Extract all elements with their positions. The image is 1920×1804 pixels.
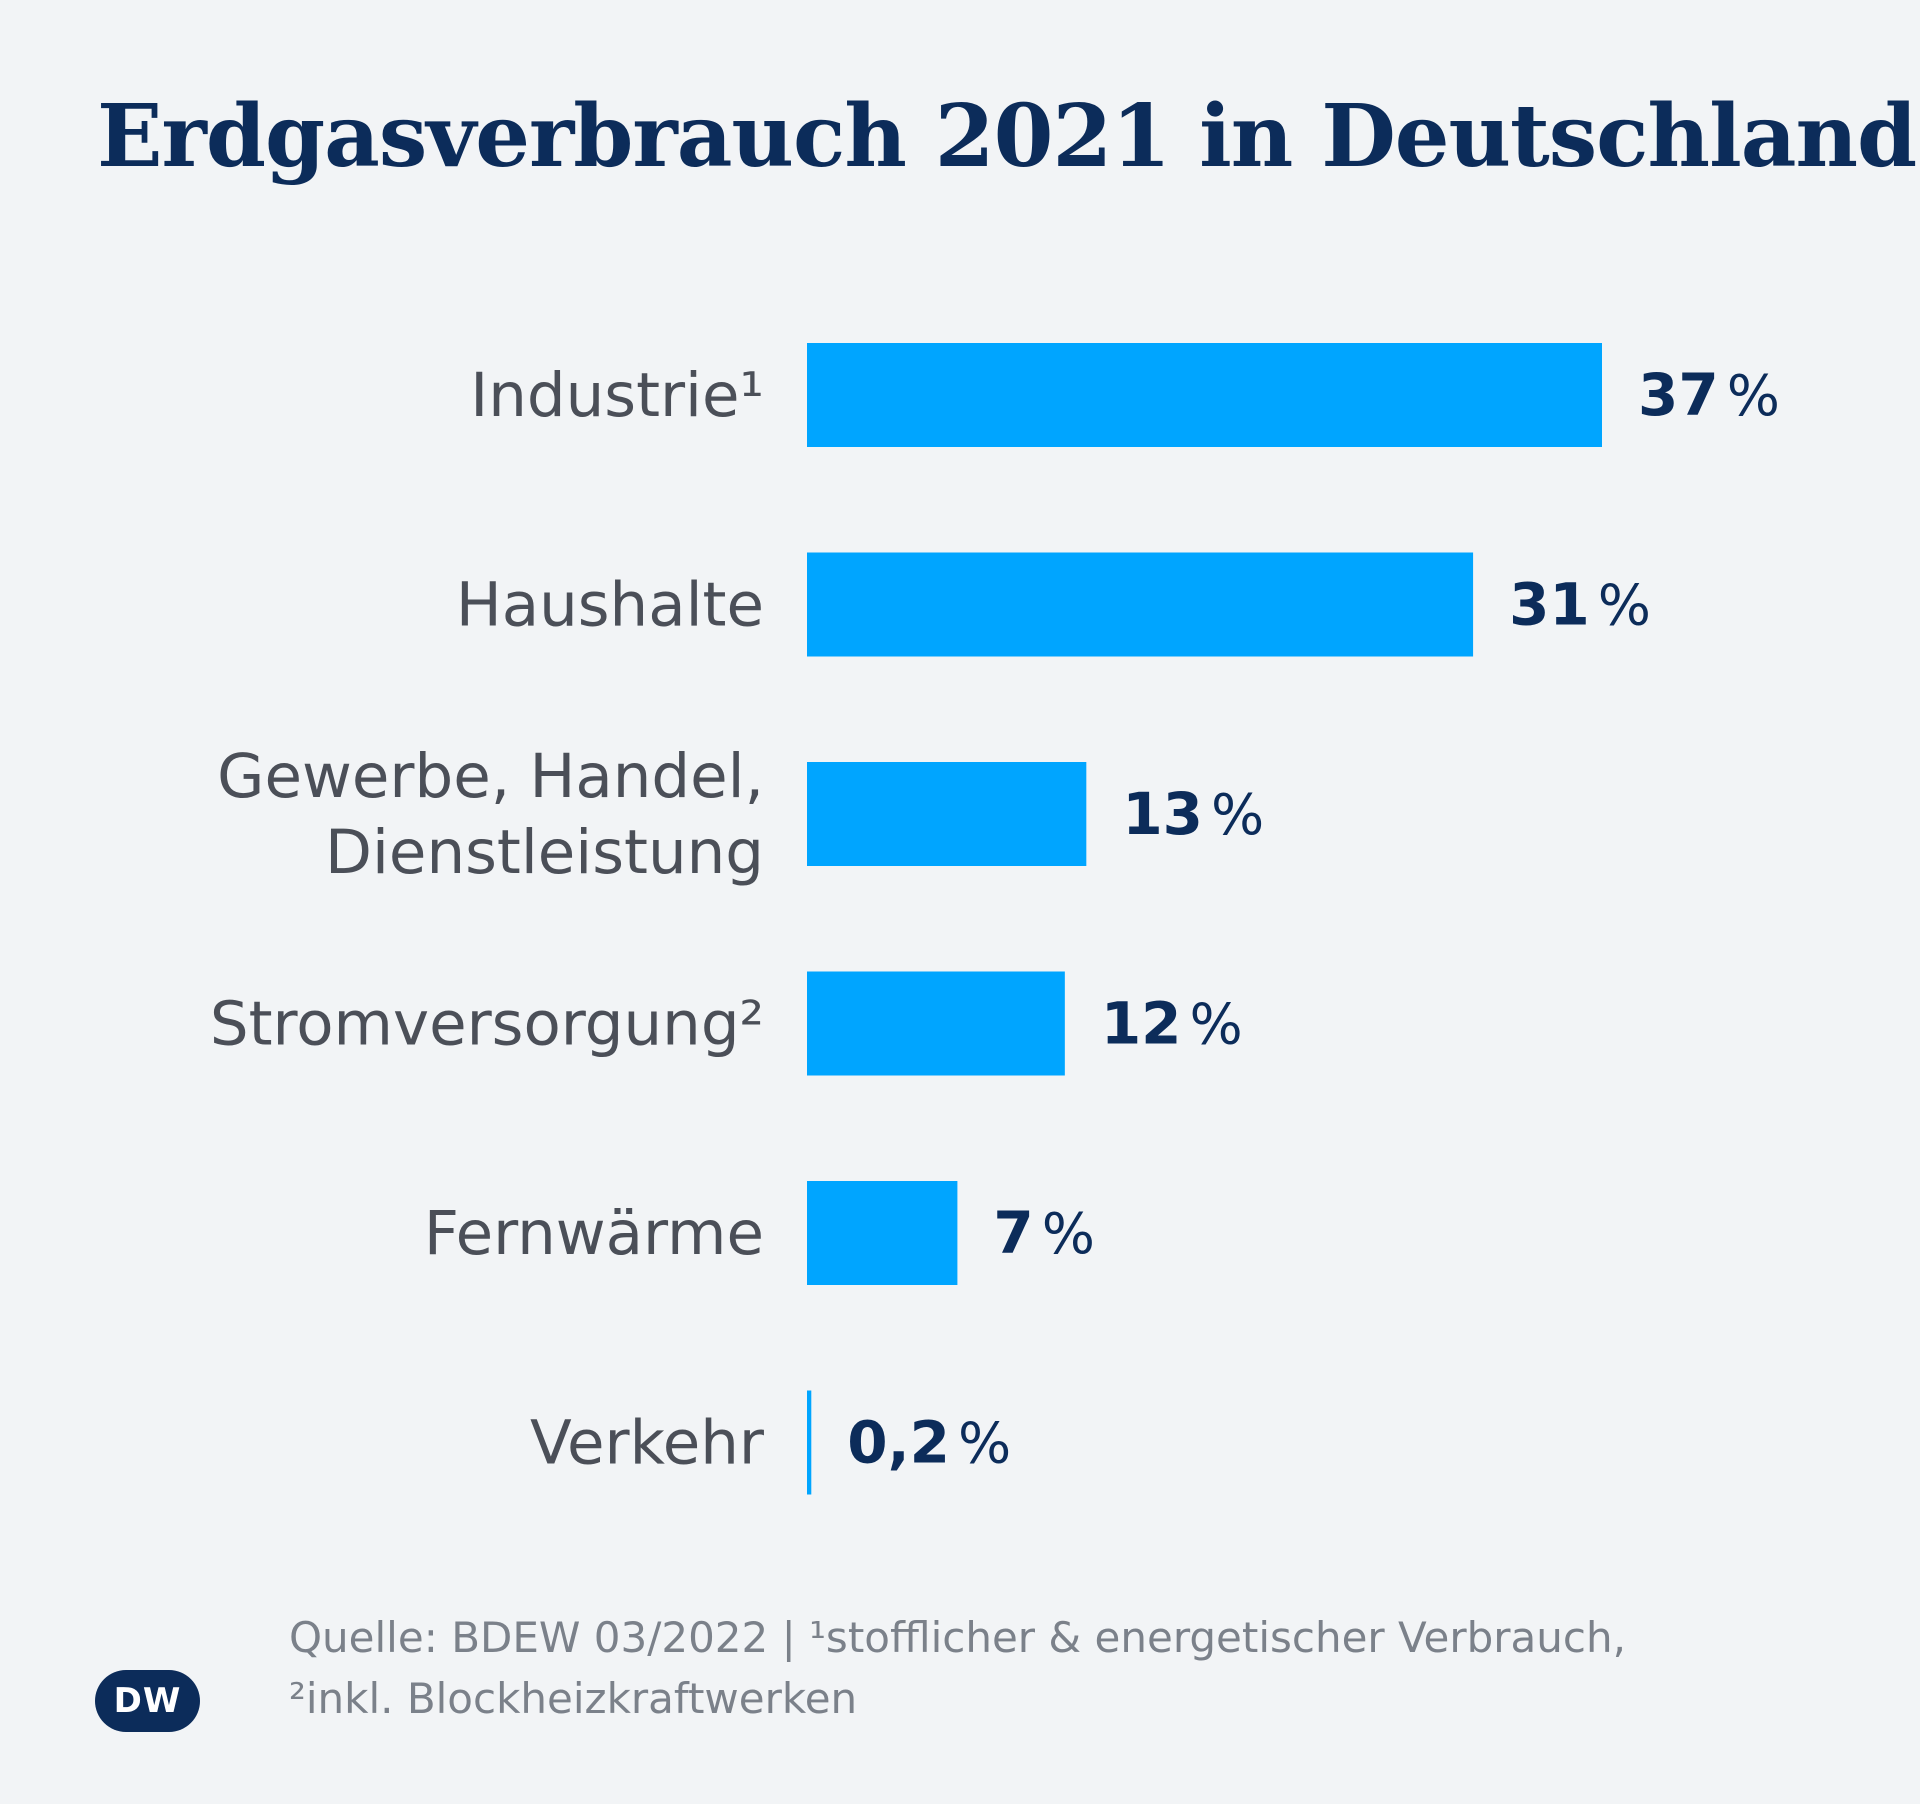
category-label-2-1: Dienstleistung xyxy=(325,817,764,888)
category-label-4: Fernwärme xyxy=(424,1198,764,1269)
value-label-3: 12% xyxy=(1101,990,1243,1058)
dw-logo: DW xyxy=(95,1670,200,1732)
bar-2 xyxy=(807,762,1087,866)
dw-logo-text: DW xyxy=(113,1681,182,1721)
bar-chart: Industrie¹ 37 % Haushalte 31 % Gewerbe, Handel… xyxy=(210,343,1780,1495)
value-label-5: 0,2% xyxy=(847,1409,1011,1477)
bar-0 xyxy=(807,343,1602,447)
category-label-3: Stromversorgung² xyxy=(210,989,764,1060)
value-label-4: 7% xyxy=(993,1199,1095,1267)
source-line-2: ²inkl. Blockheizkraftwerken xyxy=(289,1674,858,1723)
value-label-0: 37% xyxy=(1638,361,1780,429)
source-line-1: Quelle: BDEW 03/2022 | ¹stofflicher & en… xyxy=(289,1613,1626,1662)
bar-3 xyxy=(807,971,1065,1076)
category-label-5: Verkehr xyxy=(530,1408,765,1479)
category-label-0: Industrie¹ xyxy=(470,360,764,431)
value-label-1: 31% xyxy=(1509,571,1651,639)
category-label-2-0: Gewerbe, Handel, xyxy=(217,741,764,812)
category-label-1: Haushalte xyxy=(456,570,764,641)
value-label-2: 13% xyxy=(1122,780,1264,848)
bar-4 xyxy=(807,1181,958,1285)
bar-5 xyxy=(807,1390,812,1495)
bar-1 xyxy=(807,552,1474,657)
chart-title: Erdgasverbrauch 2021 in Deutschland xyxy=(97,86,1917,187)
source-note: Quelle: BDEW 03/2022 | ¹stofflicher & en… xyxy=(289,1607,1849,1729)
